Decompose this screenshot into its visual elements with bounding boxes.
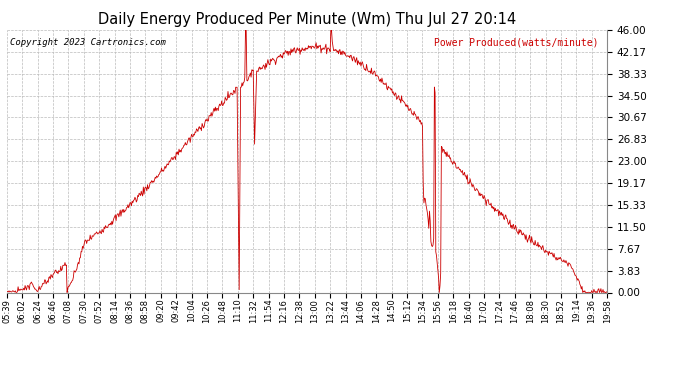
Text: Copyright 2023 Cartronics.com: Copyright 2023 Cartronics.com [10, 38, 166, 47]
Title: Daily Energy Produced Per Minute (Wm) Thu Jul 27 20:14: Daily Energy Produced Per Minute (Wm) Th… [98, 12, 516, 27]
Text: Power Produced(watts/minute): Power Produced(watts/minute) [434, 38, 598, 48]
